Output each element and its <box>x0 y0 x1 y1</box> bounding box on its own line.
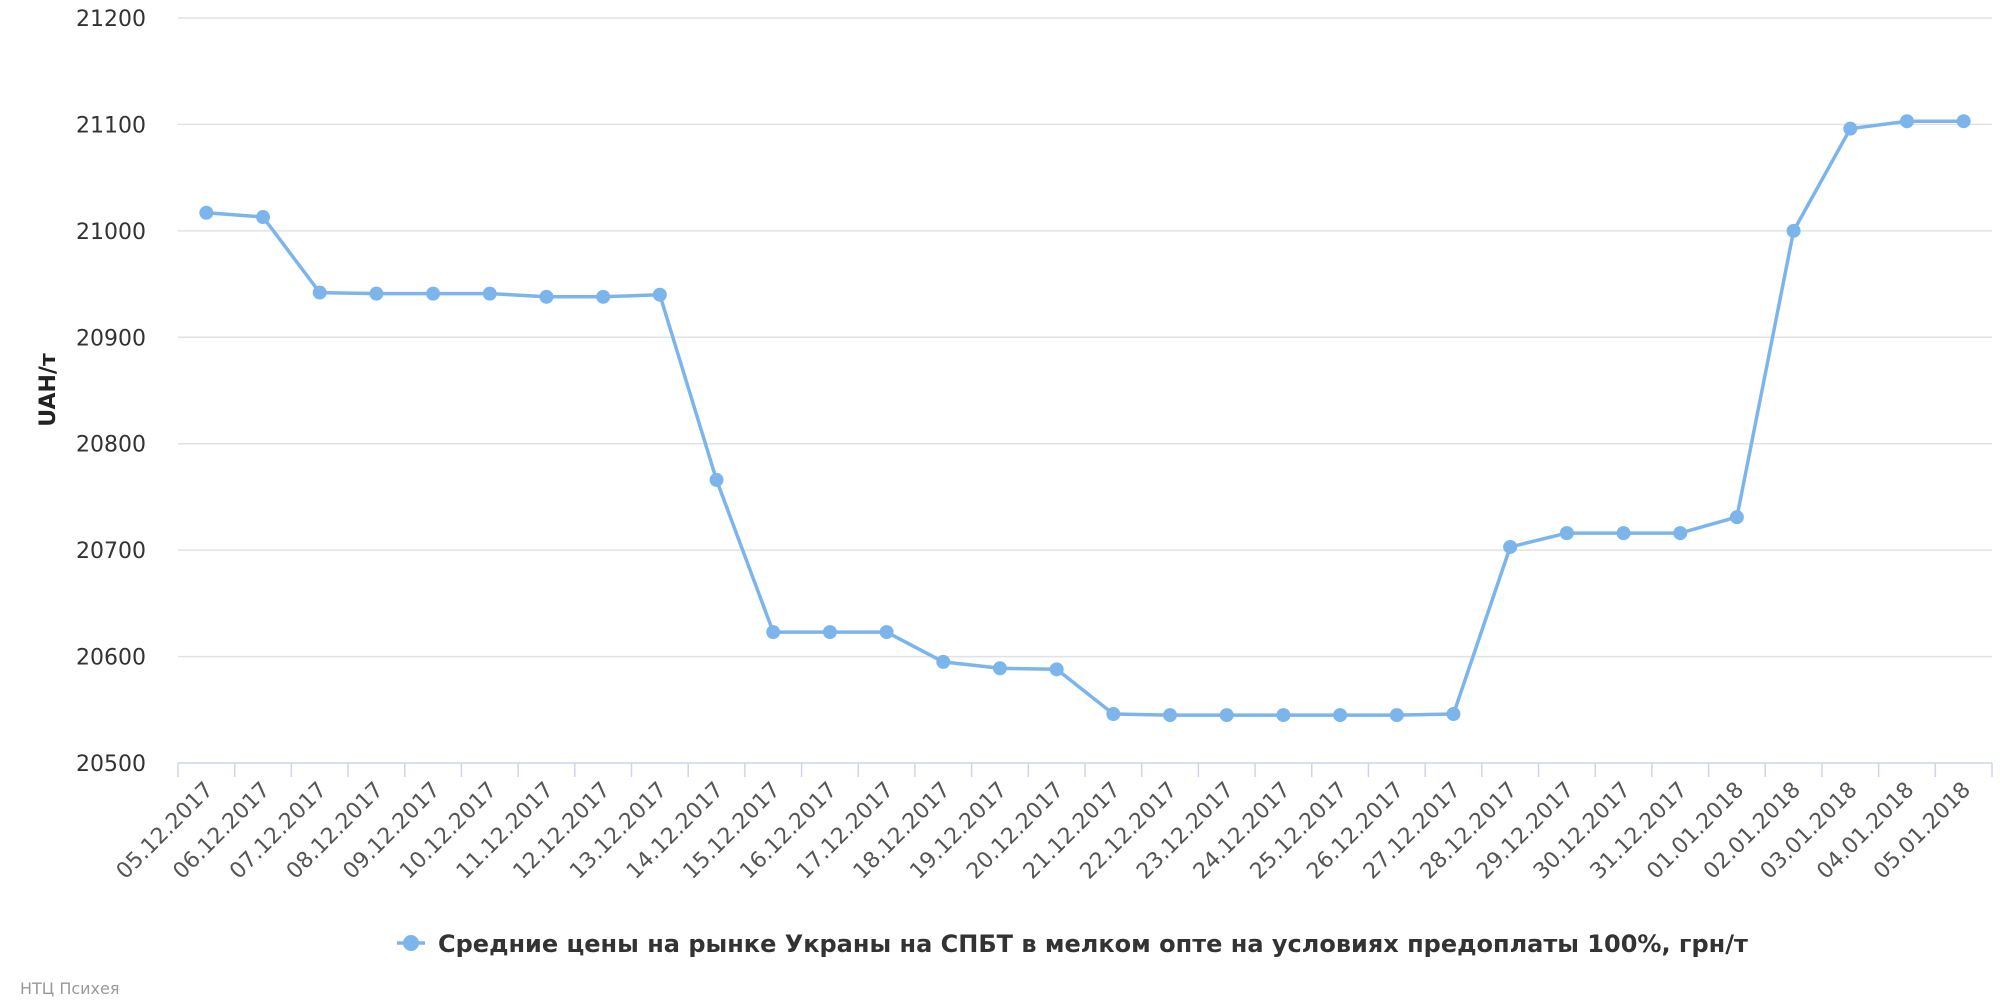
y-tick-label: 21000 <box>76 220 146 245</box>
y-tick-label: 20900 <box>76 326 146 351</box>
data-point[interactable] <box>992 661 1007 676</box>
data-point[interactable] <box>1503 539 1518 554</box>
data-point[interactable] <box>1956 114 1971 129</box>
legend-marker-symbol <box>403 935 419 951</box>
x-axis: 05.12.201706.12.201707.12.201708.12.2017… <box>112 762 1993 885</box>
data-point[interactable] <box>256 210 271 225</box>
data-point[interactable] <box>539 289 554 304</box>
data-point[interactable] <box>1049 662 1064 677</box>
data-point[interactable] <box>1616 526 1631 541</box>
data-point[interactable] <box>1786 223 1801 238</box>
data-point[interactable] <box>369 286 384 301</box>
y-tick-label: 20500 <box>76 752 146 777</box>
legend-item-label[interactable]: Средние цены на рынке Украны на СПБТ в м… <box>438 930 1748 958</box>
y-tick-label: 20600 <box>76 646 146 671</box>
data-point[interactable] <box>199 205 214 220</box>
data-point[interactable] <box>426 286 441 301</box>
data-point[interactable] <box>709 472 724 487</box>
data-point[interactable] <box>766 625 781 640</box>
data-point[interactable] <box>482 286 497 301</box>
credit-text[interactable]: НТЦ Психея <box>20 979 119 998</box>
x-tick-label: 05.12.2017 <box>112 778 219 885</box>
data-point[interactable] <box>1559 526 1574 541</box>
data-point[interactable] <box>596 289 611 304</box>
series-plot <box>199 114 1971 723</box>
data-point[interactable] <box>1389 708 1404 723</box>
data-point[interactable] <box>652 287 667 302</box>
data-point[interactable] <box>1276 708 1291 723</box>
series-line <box>206 119 1964 717</box>
data-point[interactable] <box>1729 510 1744 525</box>
data-point[interactable] <box>1163 708 1178 723</box>
data-point[interactable] <box>1446 707 1461 722</box>
data-point[interactable] <box>312 285 327 300</box>
grid-lines <box>178 17 1992 658</box>
data-point[interactable] <box>936 654 951 669</box>
data-point[interactable] <box>1106 707 1121 722</box>
legend[interactable]: Средние цены на рынке Украны на СПБТ в м… <box>397 930 1748 958</box>
y-axis-ticks: 20500 20600 20700 20800 20900 21000 21100 21200 <box>76 7 146 777</box>
data-point[interactable] <box>1219 708 1234 723</box>
data-point[interactable] <box>1333 708 1348 723</box>
data-point[interactable] <box>1673 526 1688 541</box>
y-tick-label: 20800 <box>76 433 146 458</box>
data-point[interactable] <box>1899 114 1914 129</box>
data-point[interactable] <box>1843 121 1858 136</box>
y-tick-label: 21200 <box>76 7 146 32</box>
y-tick-label: 20700 <box>76 539 146 564</box>
y-tick-label: 21100 <box>76 113 146 138</box>
data-point[interactable] <box>822 625 837 640</box>
data-point[interactable] <box>879 625 894 640</box>
y-axis-label: UAH/т <box>36 353 61 427</box>
